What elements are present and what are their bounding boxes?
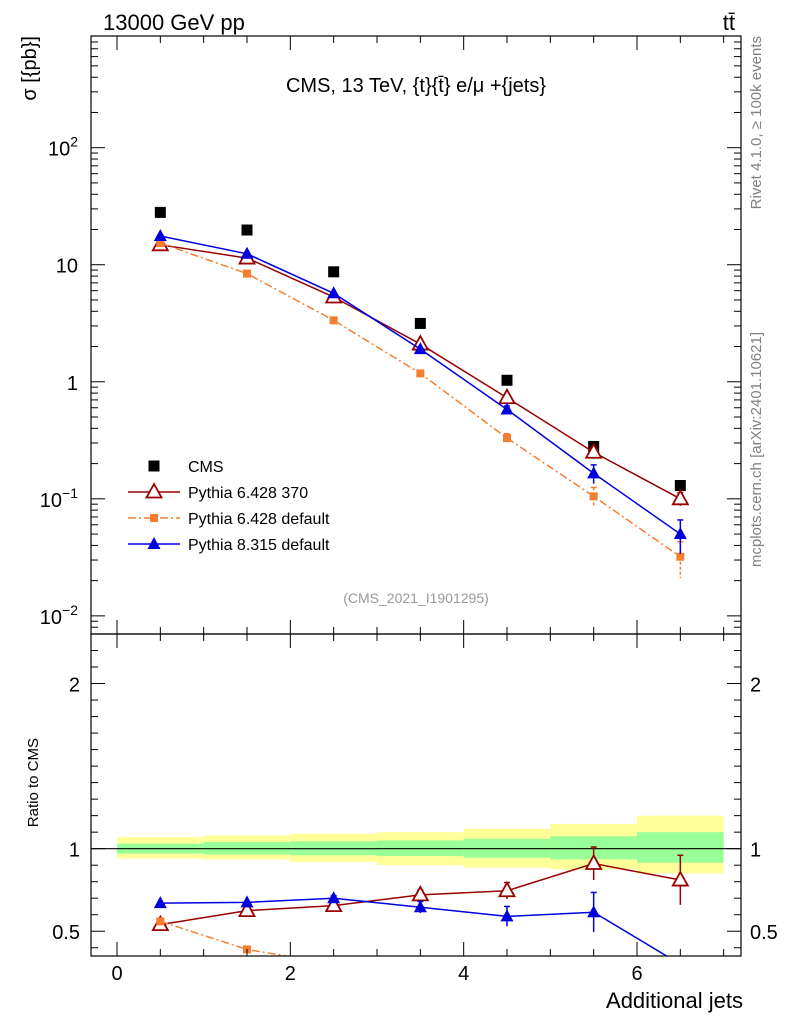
data-point-cms — [241, 224, 253, 236]
data-point-py6_370 — [497, 880, 517, 898]
ratio-panel-series — [151, 846, 690, 956]
data-point-py6_370 — [671, 488, 690, 506]
data-point-py8_default — [500, 909, 514, 922]
data-point-py8_default — [240, 895, 254, 908]
data-point-py8_default — [327, 891, 341, 904]
header-left: 13000 GeV pp — [103, 10, 245, 35]
data-point-py6_default — [676, 552, 685, 561]
data-point-cms — [328, 266, 340, 278]
data-point-py6_370 — [324, 895, 343, 913]
data-point-py6_default — [329, 316, 338, 325]
main-title: CMS, 13 TeV, {t}{t̄} e/μ +{jets} — [286, 75, 546, 97]
main-ytick-label: 1 — [67, 373, 78, 395]
legend-marker-py6_370 — [144, 482, 164, 499]
x-tick-label: 2 — [285, 963, 296, 985]
legend-marker-py6_default — [150, 514, 158, 522]
main-ytick-exponent: 2 — [70, 134, 78, 150]
data-point-py8_default — [587, 905, 601, 918]
data-point-cms — [414, 317, 426, 329]
ratio-panel-frame — [90, 633, 742, 957]
legend-label-py8_default: Pythia 8.315 default — [188, 537, 330, 554]
ratio-uncertainty-bands — [91, 815, 741, 874]
ratio-ytick-label-right: 0.5 — [750, 922, 778, 944]
legend: CMS Pythia 6.428 370 Pythia 6.428 default P… — [128, 459, 330, 554]
legend-label-py6_default: Pythia 6.428 default — [188, 511, 330, 528]
data-point-py6_default — [589, 492, 598, 501]
x-tick-label: 6 — [631, 963, 642, 985]
data-point-py8_default — [153, 228, 167, 241]
data-point-py6_370 — [584, 853, 603, 870]
ratio-ytick-label-right: 2 — [750, 675, 761, 697]
data-point-cms — [501, 374, 513, 386]
data-point-py8_default — [153, 896, 167, 909]
data-point-py8_default — [500, 402, 514, 415]
legend-label-py6_370: Pythia 6.428 370 — [188, 485, 308, 502]
x-tick-label: 4 — [458, 963, 469, 985]
main-panel-axes: 10−2 10−1 1 10 102 — [40, 35, 741, 635]
main-ytick-exponent: −1 — [62, 485, 78, 501]
legend-label-cms: CMS — [188, 459, 224, 476]
main-ytick-label: 10−2 — [40, 602, 78, 629]
ratio-ytick-label: 0.5 — [52, 922, 80, 944]
main-ytick-label: 10 — [56, 256, 78, 278]
data-point-py6_default — [503, 434, 511, 443]
main-ytick-label: 10−1 — [40, 485, 78, 512]
data-point-py6_370 — [237, 900, 257, 917]
ratio-ytick-label: 1 — [69, 840, 80, 862]
data-point-py6_370 — [671, 870, 690, 887]
data-point-py8_default — [413, 342, 427, 355]
analysis-watermark: (CMS_2021_I1901295) — [343, 590, 489, 606]
data-point-py8_default — [240, 246, 254, 259]
data-point-cms — [154, 206, 166, 218]
main-ylabel: σ [{pb}] — [19, 36, 41, 101]
data-point-py6_default — [416, 369, 425, 378]
data-point-py6_default — [156, 239, 165, 248]
rivet-label: Rivet 4.1.0, ≥ 100k events — [748, 36, 765, 209]
data-point-py8_default — [327, 286, 341, 299]
data-point-py8_default — [413, 900, 427, 913]
legend-marker-cms — [148, 460, 160, 472]
data-point-py6_default — [243, 269, 251, 278]
main-ytick-label: 102 — [48, 134, 78, 161]
data-point-py6_370 — [411, 885, 430, 902]
mcplots-label: mcplots.cern.ch [arXiv:2401.10621] — [748, 332, 765, 567]
data-point-cms — [674, 479, 686, 491]
main-panel-series — [151, 206, 690, 579]
series-line-py6_default — [160, 242, 681, 558]
main-ytick-exponent: −2 — [62, 602, 78, 618]
data-point-py6_370 — [584, 442, 603, 459]
data-point-py6_default — [156, 917, 165, 926]
legend-marker-py8_default — [147, 537, 161, 549]
data-point-py8_default — [673, 527, 687, 540]
ratio-ytick-label: 2 — [69, 675, 80, 697]
x-tick-label: 0 — [111, 963, 122, 985]
data-point-py6_370 — [497, 387, 517, 405]
header-right: tt̄ — [723, 10, 735, 35]
ratio-panel-axes: 0.5 0.5 1 1 2 2 0 2 4 6 — [52, 633, 778, 985]
ratio-ytick-label-right: 1 — [750, 840, 761, 862]
ratio-ylabel: Ratio to CMS — [25, 738, 42, 827]
series-line-py6_default — [160, 920, 290, 956]
x-axis-label: Additional jets — [606, 988, 743, 1013]
data-point-py8_default — [587, 466, 601, 479]
